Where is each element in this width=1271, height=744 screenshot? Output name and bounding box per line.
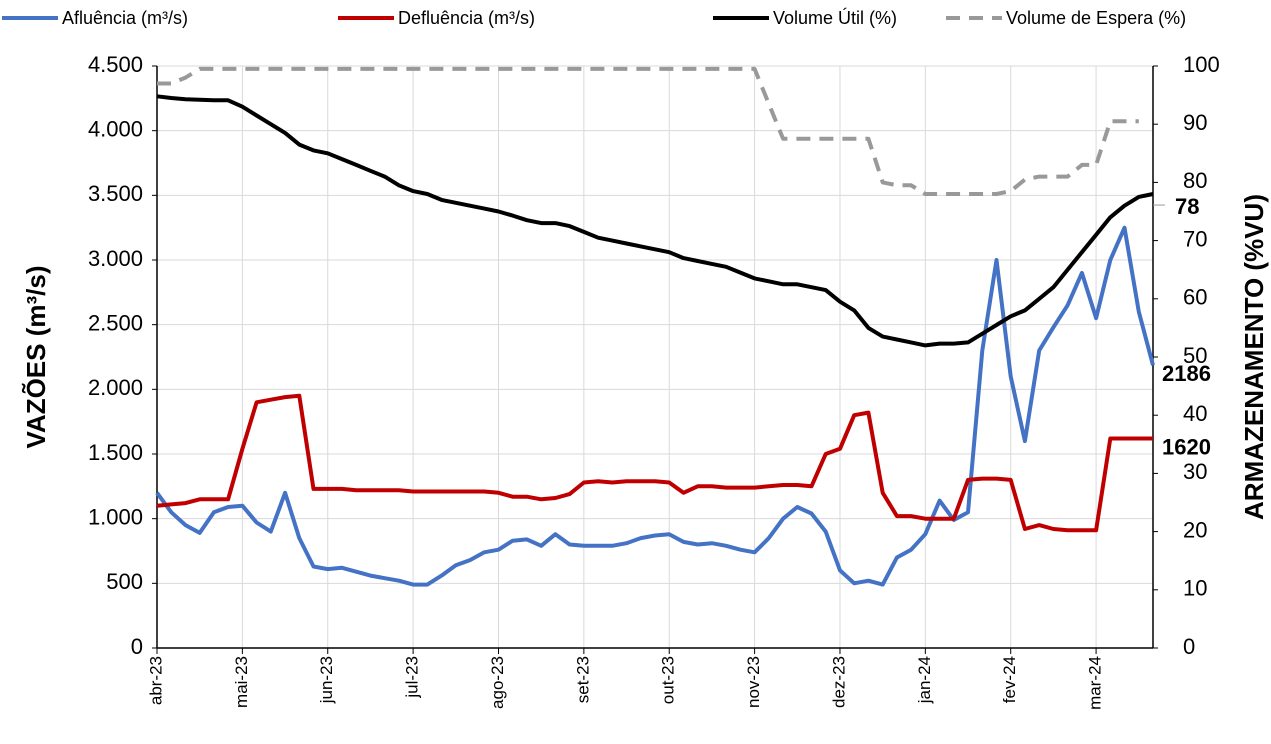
y-tick-label: 500 [106,569,143,594]
y2-tick-label: 100 [1183,52,1220,77]
series-line [157,66,1139,196]
end-label: 2186 [1162,361,1211,386]
y2-tick-label: 80 [1183,168,1207,193]
end-label: 78 [1175,194,1199,219]
x-tick-label: jun-23 [317,656,336,704]
y2-tick-label: 90 [1183,110,1207,135]
x-tick-label: abr-23 [146,656,165,705]
y2-tick-label: 70 [1183,226,1207,251]
x-tick-label: set-23 [573,656,592,703]
y-tick-label: 2.000 [88,375,143,400]
x-tick-label: ago-23 [488,656,507,709]
y2-tick-label: 50 [1183,343,1207,368]
x-tick-label: fev-24 [1000,656,1019,703]
y-tick-label: 2.500 [88,310,143,335]
y2-tick-label: 20 [1183,517,1207,542]
legend-label: Defluência (m³/s) [398,8,535,28]
end-label: 1620 [1162,434,1211,459]
legend-label: Volume Útil (%) [773,7,897,28]
y-tick-label: 4.500 [88,52,143,77]
legend-label: Afluência (m³/s) [62,8,188,28]
x-tick-label: mai-23 [232,656,251,708]
y-axis-title: VAZÕES (m³/s) [21,266,51,449]
legend-label: Volume de Espera (%) [1006,8,1186,28]
y-tick-label: 3.500 [88,181,143,206]
series-line [155,225,1155,587]
y2-tick-label: 40 [1183,401,1207,426]
y-tick-label: 3.000 [88,246,143,271]
y2-tick-label: 30 [1183,459,1207,484]
x-tick-label: jan-24 [915,656,934,704]
x-tick-label: dez-23 [829,656,848,708]
y-tick-label: 1.000 [88,504,143,529]
y2-tick-label: 60 [1183,285,1207,310]
y2-axis-title: ARMAZENAMENTO (%VU) [1239,194,1269,520]
x-tick-label: jul-23 [403,656,422,699]
x-tick-label: out-23 [659,656,678,704]
x-tick-label: mar-24 [1086,656,1105,710]
series-line [156,94,1154,348]
y-tick-label: 0 [131,634,143,659]
series-line [156,393,1153,533]
y2-tick-label: 0 [1183,634,1195,659]
x-tick-label: nov-23 [744,656,763,708]
y-tick-label: 1.500 [88,440,143,465]
y2-tick-label: 10 [1183,576,1207,601]
y-tick-label: 4.000 [88,116,143,141]
